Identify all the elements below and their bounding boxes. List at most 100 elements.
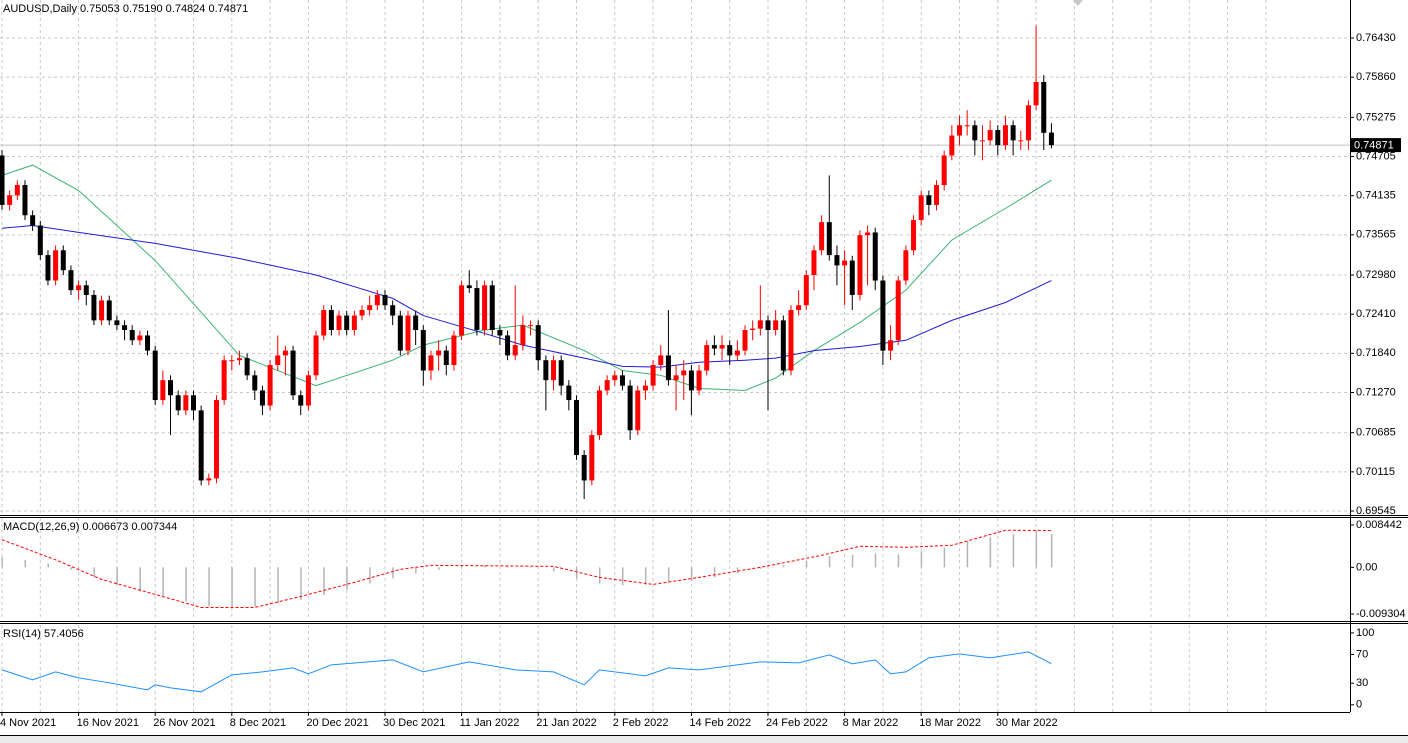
macd-bar	[47, 563, 49, 568]
candle-body	[168, 380, 174, 396]
candle-body	[236, 358, 242, 361]
candle-body	[328, 310, 334, 330]
y-tick-label: 0.70115	[1356, 466, 1395, 478]
y-tick-label: 0.00	[1356, 561, 1377, 573]
candle-body	[1018, 140, 1024, 142]
candle-body	[926, 195, 932, 205]
macd-bar	[116, 567, 118, 585]
macd-bar	[369, 567, 371, 584]
candle-body	[405, 315, 411, 351]
candle-body	[213, 400, 219, 479]
candle-body	[275, 355, 281, 366]
candle-body	[428, 355, 434, 371]
x-tick-label: 8 Dec 2021	[230, 717, 286, 729]
candle-body	[543, 360, 549, 381]
candle-body	[106, 300, 112, 321]
macd-bar	[943, 547, 946, 568]
candle-body	[1025, 105, 1031, 141]
candle-body	[0, 155, 5, 205]
candle-body	[152, 350, 158, 401]
candle-body	[390, 305, 396, 316]
candle-body	[811, 250, 817, 276]
candle-body	[727, 345, 733, 356]
macd-bar	[346, 567, 348, 590]
candle-body	[221, 360, 227, 401]
y-tick-label: 0.74705	[1356, 150, 1396, 162]
macd-bar	[782, 565, 785, 568]
macd-bar	[484, 565, 486, 568]
x-tick-label: 18 Mar 2022	[919, 717, 981, 729]
macd-bar	[323, 567, 325, 595]
candle-body	[535, 325, 541, 361]
candle-body	[803, 275, 809, 306]
status-strip	[0, 735, 1408, 743]
x-tick-label: 14 Feb 2022	[689, 717, 751, 729]
macd-bar	[1050, 533, 1053, 568]
candle-body	[436, 350, 442, 356]
candle-body	[229, 360, 235, 362]
candle-body	[351, 315, 357, 330]
y-tick-label: 0.71840	[1356, 347, 1396, 359]
candle-body	[642, 385, 648, 391]
candle-body	[964, 125, 970, 127]
candle-body	[635, 390, 641, 431]
candle-body	[581, 455, 587, 481]
x-tick-label: 2 Feb 2022	[613, 717, 669, 729]
macd-bar	[70, 567, 72, 570]
candle-body	[129, 329, 135, 341]
candle-body	[259, 390, 265, 406]
candle-body	[267, 365, 273, 406]
candle-body	[191, 395, 196, 411]
candle-body	[834, 255, 840, 266]
macd-bar	[713, 567, 716, 578]
candle-body	[957, 125, 962, 136]
candle-body	[681, 370, 687, 376]
candle-body	[145, 335, 151, 351]
candle-body	[206, 478, 212, 481]
candle-body	[826, 222, 832, 256]
candle-body	[382, 294, 388, 306]
candle-body	[941, 155, 947, 186]
y-tick-label: 0.71270	[1356, 386, 1396, 398]
macd-bar	[805, 561, 808, 568]
macd-bar	[208, 567, 210, 607]
macd-bar	[759, 567, 762, 569]
candle-body	[566, 385, 572, 401]
candle-body	[1033, 81, 1039, 106]
y-tick-label: 0.70685	[1356, 427, 1396, 439]
candle-body	[918, 195, 924, 221]
y-tick-label: 0.74135	[1356, 190, 1396, 202]
candle-body	[198, 410, 204, 481]
candle-body	[757, 320, 763, 329]
candle-body	[742, 329, 748, 351]
candle-body	[949, 135, 955, 156]
y-tick-label: 70	[1356, 648, 1368, 660]
candle-body	[551, 360, 557, 381]
candle-body	[244, 358, 250, 376]
panel-title: MACD(12,26,9) 0.006673 0.007344	[3, 521, 177, 533]
candle-body	[1002, 125, 1008, 146]
macd-bar	[920, 551, 923, 568]
y-tick-label: 0.69545	[1356, 505, 1396, 517]
candle-body	[114, 320, 120, 326]
macd-bar	[139, 567, 141, 592]
candle-body	[175, 395, 181, 411]
macd-bar	[598, 567, 601, 584]
candle-body	[1041, 81, 1047, 133]
macd-bar	[392, 567, 394, 579]
candle-body	[1010, 125, 1016, 141]
macd-bar	[1035, 530, 1038, 568]
candle-body	[183, 395, 189, 411]
panel-title: RSI(14) 57.4056	[3, 628, 84, 640]
y-tick-label: 0.75860	[1356, 71, 1396, 83]
macd-bar	[185, 567, 187, 602]
candle-body	[505, 335, 511, 356]
candle-body	[872, 232, 878, 281]
candle-body	[895, 280, 901, 341]
candle-body	[665, 355, 671, 381]
macd-signal	[1, 529, 1052, 608]
macd-bar	[667, 567, 670, 583]
macd-bar	[828, 556, 831, 568]
macd-bar	[1012, 534, 1015, 568]
